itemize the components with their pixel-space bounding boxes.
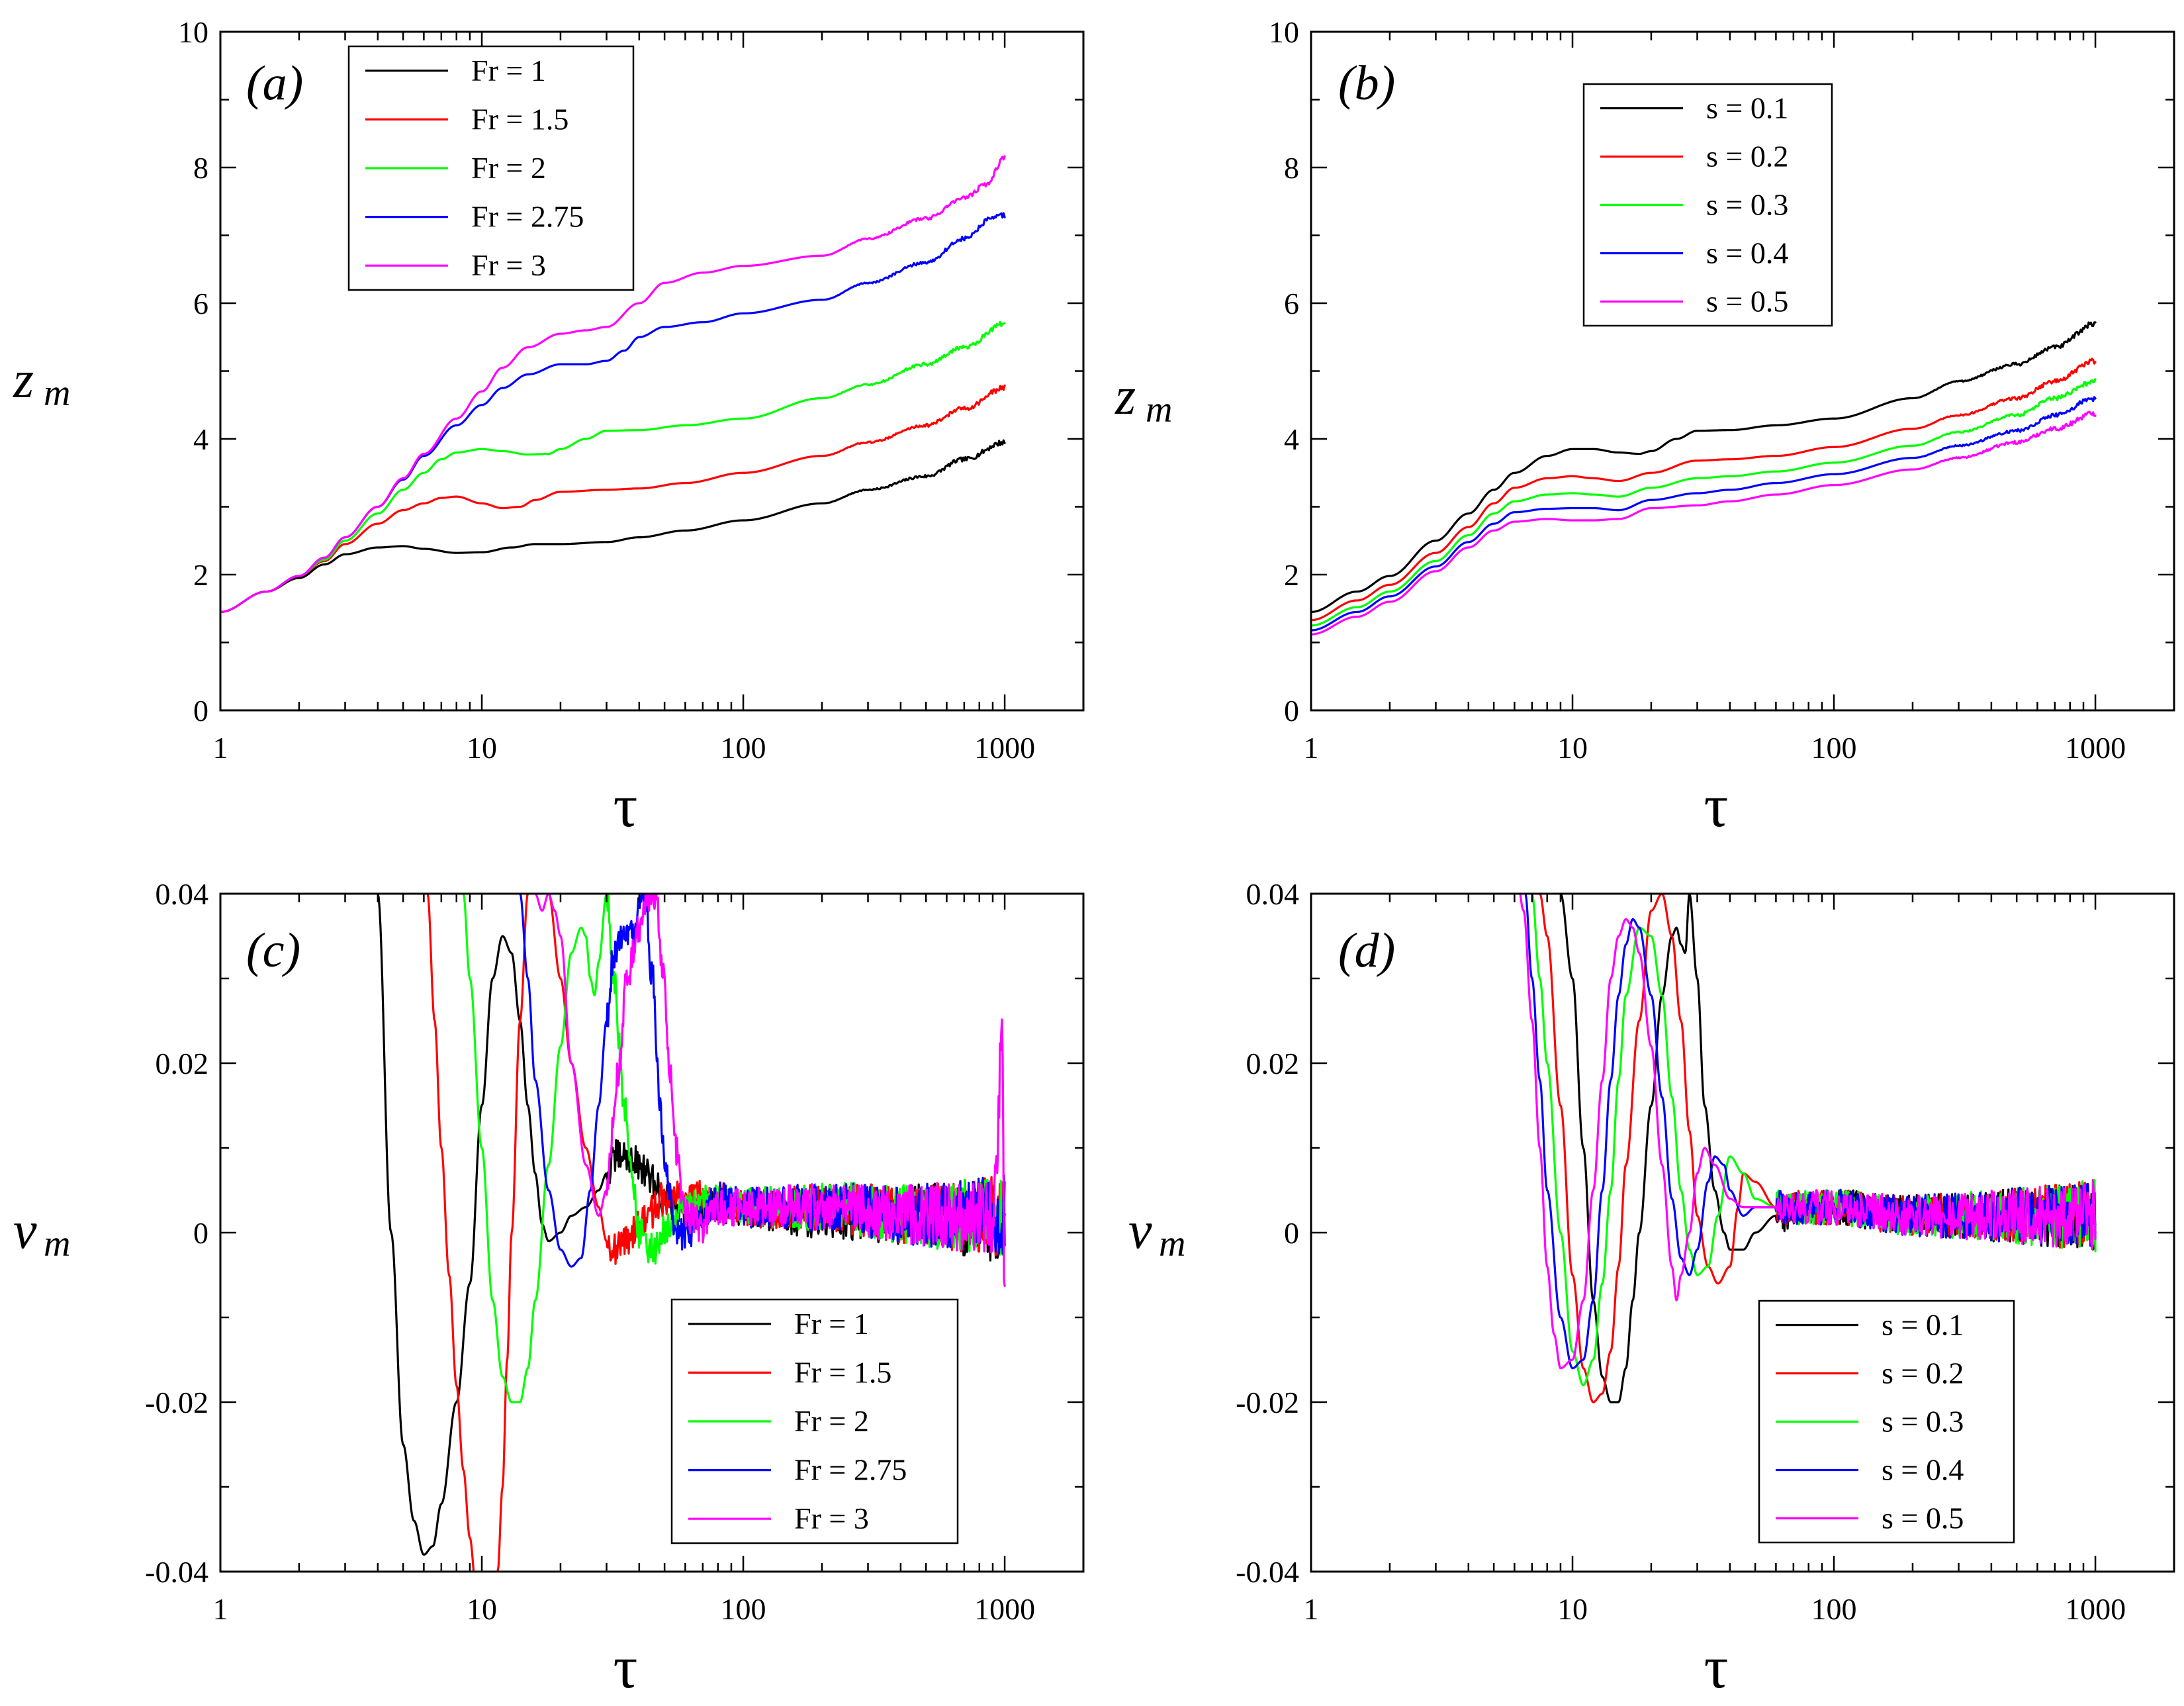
legend: s = 0.1 s = 0.2 s = 0.3 s = 0.4 s = 0.5 <box>1758 1300 2015 1544</box>
panel-label: (d) <box>1338 924 1395 978</box>
legend: Fr = 1 Fr = 1.5 Fr = 2 Fr = 2.75 Fr = 3 <box>670 1298 959 1544</box>
legend-entry: s = 0.2 <box>1882 1356 1964 1390</box>
series-line-fr-3 <box>533 894 1006 1288</box>
series-line-s-0.2 <box>1311 357 2097 622</box>
y-tick-label: 4 <box>1284 422 1299 456</box>
series-line-s-0.5 <box>1519 894 2097 1370</box>
panel-c: 1 10 100 1000 -0.04 -0.02 0 0.02 0.04 τ v m (c) Fr = … <box>13 877 1085 1701</box>
series-group <box>377 894 1006 1572</box>
legend-entry: Fr = 2.75 <box>794 1453 907 1487</box>
legend-entry: s = 0.4 <box>1882 1453 1964 1487</box>
y-tick-label: 6 <box>1284 287 1299 320</box>
series-line-fr-3 <box>220 155 1006 613</box>
panel-label: (c) <box>246 924 300 978</box>
y-tick-label: 0 <box>193 1216 208 1250</box>
x-tick-label: 1000 <box>974 731 1035 765</box>
x-tick-label: 100 <box>721 731 766 765</box>
x-tick-label: 1 <box>213 731 228 765</box>
legend-entry: Fr = 2.75 <box>471 200 584 234</box>
y-tick-label: 0.02 <box>1246 1047 1300 1080</box>
x-tick-label: 1000 <box>2065 731 2126 765</box>
x-tick-label: 10 <box>467 731 497 765</box>
x-tick-label: 100 <box>1811 1592 1857 1626</box>
y-tick-label: 0.04 <box>156 877 209 911</box>
y-axis-title: z <box>1115 367 1136 426</box>
y-axis-title: z <box>13 351 34 409</box>
series-line-fr-1.5 <box>220 384 1006 613</box>
legend: s = 0.1 s = 0.2 s = 0.3 s = 0.4 s = 0.5 <box>1582 83 1833 327</box>
x-axis-title: τ <box>614 1633 638 1701</box>
y-tick-label: 10 <box>178 15 208 49</box>
y-tick-label: 0.02 <box>156 1047 209 1080</box>
panel-label: (b) <box>1338 56 1395 111</box>
x-axis-title: τ <box>614 772 638 839</box>
y-axis-title-subscript: m <box>1146 389 1172 430</box>
y-tick-label: 0.04 <box>1246 877 1300 911</box>
series-group <box>1519 894 2097 1403</box>
series-line-fr-2 <box>220 320 1006 613</box>
y-tick-label: 8 <box>193 151 208 185</box>
series-group <box>220 155 1006 613</box>
y-tick-label: 8 <box>1284 151 1299 185</box>
x-tick-label: 1 <box>213 1592 228 1626</box>
legend-entry: Fr = 1.5 <box>471 102 569 136</box>
y-tick-label: 0 <box>1284 1216 1299 1250</box>
legend-entry: s = 0.5 <box>1882 1501 1964 1535</box>
y-tick-label: 0 <box>1284 694 1299 728</box>
legend-entry: Fr = 1.5 <box>794 1355 891 1389</box>
legend-entry: Fr = 1 <box>794 1307 869 1341</box>
x-tick-label: 10 <box>467 1592 497 1626</box>
legend-entry: s = 0.3 <box>1882 1405 1964 1439</box>
x-tick-label: 10 <box>1557 731 1588 765</box>
series-group <box>1311 321 2097 636</box>
legend-entry: s = 0.1 <box>1706 91 1788 125</box>
series-line-s-0.3 <box>1311 378 2097 627</box>
y-tick-label: -0.02 <box>145 1386 208 1419</box>
x-tick-label: 10 <box>1557 1592 1588 1626</box>
y-axis-title: v <box>1128 1202 1152 1260</box>
y-tick-label: -0.02 <box>1236 1386 1299 1419</box>
x-axis-title: τ <box>1704 772 1729 839</box>
y-tick-label: 0 <box>193 694 208 728</box>
y-tick-label: 2 <box>193 558 208 592</box>
legend-entry: s = 0.3 <box>1706 188 1788 222</box>
series-line-s-0.4 <box>1311 396 2097 632</box>
y-tick-label: 4 <box>193 422 208 456</box>
x-tick-label: 100 <box>1811 731 1857 765</box>
x-axis-title: τ <box>1704 1633 1729 1701</box>
y-axis-title-subscript: m <box>44 1223 70 1264</box>
y-tick-label: -0.04 <box>145 1555 208 1589</box>
legend-entry: Fr = 3 <box>794 1501 869 1535</box>
y-tick-label: 6 <box>193 287 208 320</box>
panel-label: (a) <box>246 56 303 111</box>
legend-entry: s = 0.1 <box>1882 1308 1964 1342</box>
y-axis-title-subscript: m <box>1159 1223 1185 1264</box>
y-axis-title: v <box>13 1202 37 1260</box>
series-line-s-0.1 <box>1311 321 2097 613</box>
x-tick-label: 1 <box>1304 731 1319 765</box>
legend-entry: s = 0.5 <box>1706 285 1788 318</box>
x-tick-label: 100 <box>721 1592 766 1626</box>
x-tick-label: 1000 <box>2065 1592 2126 1626</box>
y-tick-label: 10 <box>1269 15 1299 49</box>
y-axis-title-subscript: m <box>44 373 70 414</box>
legend-entry: Fr = 1 <box>471 54 546 87</box>
legend-entry: s = 0.2 <box>1706 140 1788 173</box>
legend-entry: Fr = 3 <box>471 248 546 282</box>
panel-d: 1 10 100 1000 -0.04 -0.02 0 0.02 0.04 τ v m (d) s = 0… <box>1128 877 2175 1701</box>
x-tick-label: 1000 <box>974 1592 1035 1626</box>
legend-entry: s = 0.4 <box>1706 236 1788 270</box>
series-line-s-0.4 <box>1524 894 2097 1370</box>
legend-entry: Fr = 2 <box>794 1404 869 1438</box>
series-line-fr-1 <box>220 439 1006 613</box>
series-line-s-0.5 <box>1311 410 2097 636</box>
legend: Fr = 1 Fr = 1.5 Fr = 2 Fr = 2.75 Fr = 3 <box>347 45 635 291</box>
x-tick-label: 1 <box>1304 1592 1319 1626</box>
y-tick-label: -0.04 <box>1236 1555 1299 1589</box>
legend-entry: Fr = 2 <box>471 151 546 185</box>
y-tick-label: 2 <box>1284 558 1299 592</box>
